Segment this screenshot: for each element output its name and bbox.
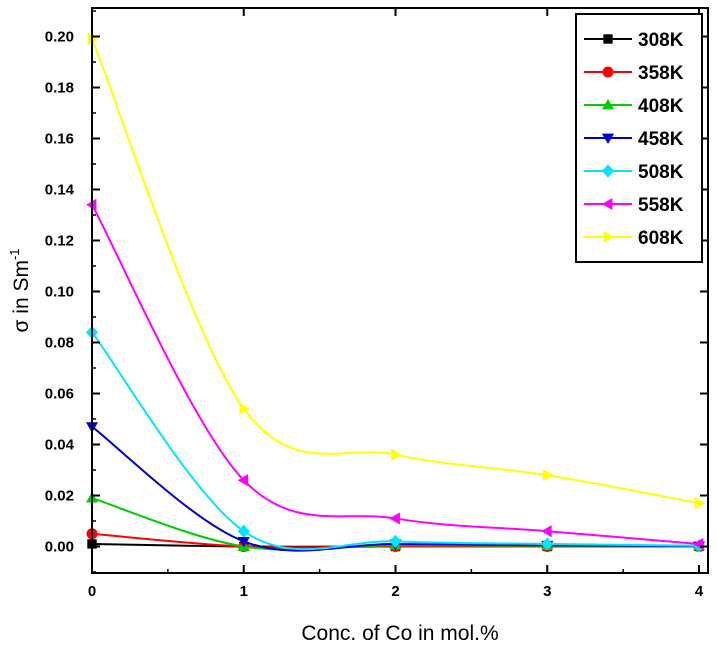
legend-item-408K: 408K — [584, 96, 684, 117]
data-point-558K-1 — [237, 474, 249, 487]
legend-item-358K: 358K — [584, 63, 684, 84]
y-tick-label: 0.18 — [45, 80, 74, 97]
y-tick-label: 0.06 — [45, 386, 74, 403]
legend-marker — [603, 230, 615, 244]
legend-marker — [603, 34, 613, 44]
legend-label: 458K — [638, 129, 684, 150]
legend-marker — [601, 98, 615, 110]
y-axis-title-main: σ in Sm — [10, 260, 33, 332]
data-point-558K-3 — [541, 525, 552, 538]
legend-marker — [601, 164, 615, 178]
y-tick-label: 0.10 — [45, 284, 74, 301]
series-line-458K — [91, 425, 700, 552]
series-line-558K — [91, 204, 700, 545]
series-line-508K — [91, 331, 700, 551]
axes: 0 1 2 3 4 0.00 0.02 0.04 0.06 0.08 0.10 0.12 0.14 0.1… — [45, 7, 709, 600]
y-tick-label: 0.14 — [45, 182, 75, 199]
plot-area — [85, 33, 706, 553]
legend-marker — [602, 66, 614, 78]
legend-label: 358K — [638, 63, 684, 84]
y-tick-label: 0.16 — [45, 131, 74, 148]
y-axis-title-superscript: -1 — [7, 248, 22, 260]
legend-label: 558K — [638, 195, 684, 216]
x-tick-label: 3 — [543, 583, 551, 600]
legend: 308K 358K 408K 458K 508K 558K 608K — [575, 13, 703, 263]
y-tick-label: 0.04 — [45, 437, 75, 454]
data-point-508K-1 — [237, 524, 250, 538]
legend-marker — [601, 133, 615, 145]
data-point-608K-4 — [694, 497, 706, 510]
legend-item-558K: 558K — [584, 195, 684, 216]
legend-label: 408K — [638, 96, 684, 117]
legend-item-308K: 308K — [584, 30, 684, 51]
x-tick-label: 1 — [240, 583, 248, 600]
data-point-608K-2 — [391, 448, 402, 461]
data-point-608K-3 — [542, 469, 554, 482]
legend-item-458K: 458K — [584, 129, 684, 150]
y-tick-label: 0.12 — [45, 233, 74, 250]
legend-marker — [601, 197, 613, 211]
data-point-558K-2 — [389, 512, 400, 525]
x-tick-label: 2 — [391, 583, 399, 600]
x-tick-label: 4 — [695, 583, 704, 600]
data-point-608K-1 — [239, 402, 250, 415]
y-tick-label: 0.08 — [45, 335, 74, 352]
legend-item-608K: 608K — [584, 228, 684, 249]
x-tick-label: 0 — [88, 583, 96, 600]
legend-label: 508K — [638, 162, 684, 183]
data-point-458K-1 — [237, 537, 250, 548]
x-axis-title: Conc. of Co in mol.% — [301, 622, 498, 645]
legend-label: 308K — [638, 30, 684, 51]
y-tick-label: 0.02 — [45, 488, 74, 505]
legend-label: 608K — [638, 228, 684, 249]
y-axis-title: σ in Sm-1 — [7, 248, 33, 332]
series-558K — [85, 198, 704, 550]
data-point-508K-3 — [541, 537, 554, 551]
y-tick-label: 0.00 — [45, 539, 74, 556]
data-point-508K-2 — [389, 534, 402, 548]
series-line-608K — [91, 38, 700, 505]
legend-item-508K: 508K — [584, 162, 684, 183]
series-608K — [87, 33, 706, 510]
y-tick-label: 0.20 — [45, 29, 74, 46]
